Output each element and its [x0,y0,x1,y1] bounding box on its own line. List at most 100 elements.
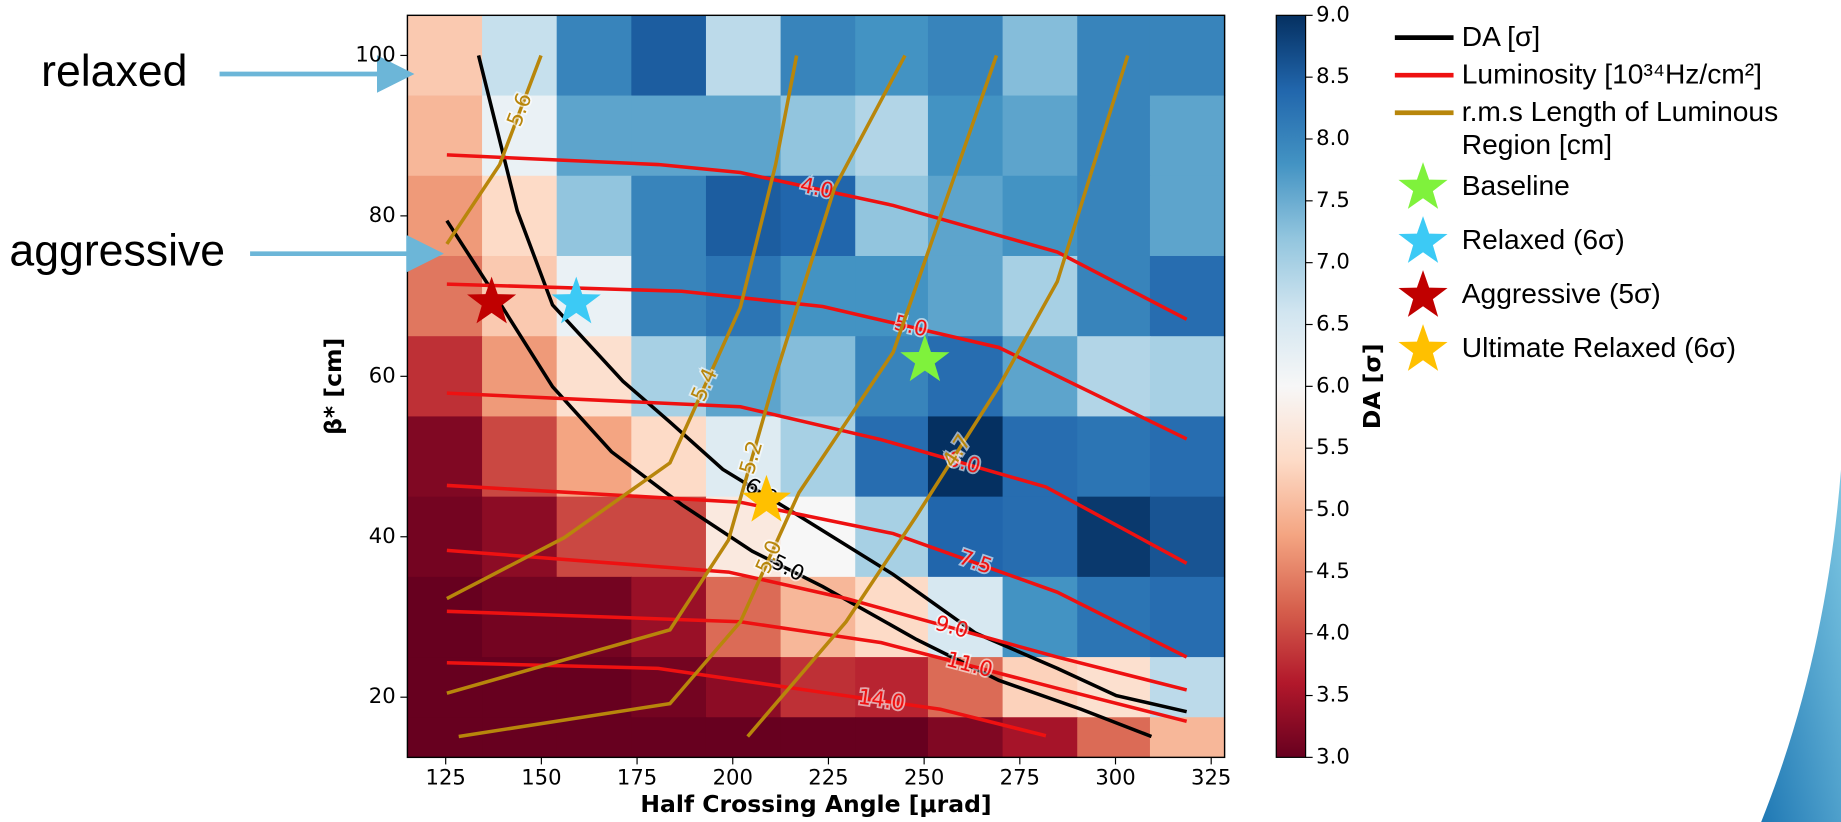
x-tick-label: 150 [521,764,561,789]
y-tick-label: 100 [355,41,395,66]
heatmap-cell [1149,496,1226,578]
contour-line [446,548,1188,692]
legend-swatch [1398,216,1448,263]
heatmap-cell [705,717,782,758]
contour-line [446,483,1188,659]
contour-line [446,55,799,601]
heatmap-cell [927,255,1004,337]
legend-swatch [1398,270,1448,317]
heatmap-cell [482,496,558,578]
contour-line [446,609,1188,724]
star-marker [467,276,517,324]
contour-line [446,54,907,695]
heatmap-cell [631,255,707,337]
x-tick-label: 250 [904,764,944,789]
heatmap-cell [1149,255,1226,337]
heatmap-cell [927,15,1004,97]
heatmap-cell [407,576,483,658]
heatmap-cell [780,717,856,758]
heatmap-cell [482,15,558,97]
x-tick-label: 125 [426,764,466,789]
heatmap-cell [1077,717,1151,758]
heatmap-cell [1077,95,1151,177]
contour-line [445,54,543,245]
legend-label: Baseline [1461,170,1570,203]
legend-icon [1394,110,1454,116]
x-tick-label: 300 [1095,764,1135,789]
colorbar-tick-label: 9.0 [1316,1,1350,26]
legend-entry: Luminosity [10³⁴Hz/cm²] [1389,58,1841,96]
x-tick-label: 275 [1000,764,1040,789]
heatmap-cell [407,717,483,758]
heatmap-cell [1149,416,1226,498]
legend-icon [1394,35,1454,40]
heatmap-cell [927,95,1004,177]
heatmap-cell [407,95,483,177]
heatmap-cell [631,416,707,498]
heatmap-cell [1077,175,1151,257]
heatmap-cell [631,15,707,97]
heatmap-cell [1149,336,1226,418]
legend-label: r.m.s Length of Luminous Region [cm] [1461,96,1779,161]
x-tick-label: 175 [617,764,657,789]
heatmap-cell [1149,95,1226,177]
y-axis-label: β* [cm] [319,338,347,435]
annotation: aggressive [9,226,225,275]
legend-entry: Relaxed (6σ) [1389,216,1841,277]
legend-swatch [1398,162,1448,209]
heatmap-cell [705,657,782,718]
contour-line [446,660,1047,738]
heatmap-cell [556,175,632,257]
colorbar-tick-label: 6.5 [1316,311,1350,336]
heatmap-cell [1002,717,1078,758]
heatmap-cell [1002,95,1078,177]
heatmap-cell [407,416,483,498]
contour-line [446,282,1188,441]
colorbar-tick-label: 6.0 [1316,372,1350,397]
decoration [1761,469,1841,822]
heatmap-cell [1002,496,1078,578]
legend-label: Ultimate Relaxed (6σ) [1461,332,1736,365]
legend-label: Relaxed (6σ) [1461,224,1625,257]
heatmap-cell [556,15,632,97]
contour-line [446,391,1188,565]
x-tick-label: 325 [1191,764,1231,789]
heatmap-cell [1149,717,1226,758]
heatmap-cell [927,336,1004,418]
colorbar-label: DA [σ] [1358,344,1386,430]
legend-icon [1398,216,1448,263]
legend-box: DA [σ] Luminosity [10³⁴Hz/cm²] r.m.s Lengt… [1389,20,1841,385]
heatmap-cell [407,175,483,257]
heatmap-cell [1149,175,1226,257]
contour-line [458,54,999,739]
legend-swatch [1398,324,1448,371]
plot-frame [406,14,1226,759]
colorbar-tick-label: 8.0 [1316,125,1350,150]
heatmap-cell [855,175,929,257]
y-tick-label: 80 [369,202,396,227]
legend-icon [1394,72,1454,78]
heatmap-cell [855,416,929,498]
heatmap-cell [780,576,856,658]
legend-icon [1398,270,1448,317]
colorbar [1275,14,1307,758]
heatmap-cell [556,717,632,758]
x-axis-label: Half Crossing Angle [μrad] [640,790,991,818]
star-marker [900,334,950,382]
legend-icon [1398,324,1448,371]
heatmap-cell [855,336,929,418]
legend-icon [1398,162,1448,209]
heatmap-cell [1002,336,1078,418]
contour-line [446,153,1188,321]
colorbar-tick-label: 5.0 [1316,496,1350,521]
colorbar-tick-label: 4.5 [1316,558,1350,583]
heatmap-cell [407,15,483,97]
colorbar-tick-label: 7.0 [1316,249,1350,274]
heatmap-cell [855,496,929,578]
legend-label: DA [σ] [1461,21,1541,53]
x-tick-label: 225 [808,764,848,789]
colorbar-tick-label: 4.0 [1316,620,1350,645]
legend-entry: r.m.s Length of Luminous Region [cm] [1389,95,1841,162]
y-tick-label: 20 [369,683,396,708]
